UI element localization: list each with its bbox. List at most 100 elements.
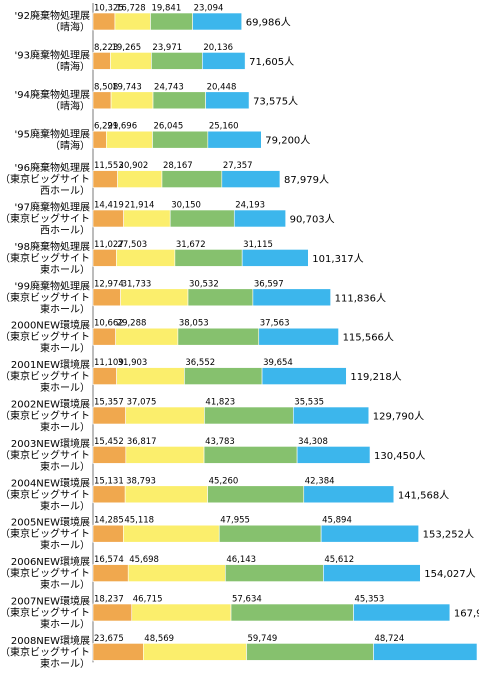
bar-segment xyxy=(184,367,263,385)
bar-segment xyxy=(152,130,209,149)
segment-value-label: 19,743 xyxy=(112,82,142,92)
category-label: （東京ビッグサイト xyxy=(0,567,90,580)
segment-value-label: 20,448 xyxy=(207,82,237,92)
bar-segment xyxy=(127,564,226,582)
bar-segment xyxy=(92,485,126,504)
category-label: 東ホール） xyxy=(40,578,90,591)
bar-segment xyxy=(221,170,281,188)
bar-segment xyxy=(353,603,451,622)
category-label: 2005NEW環境展 xyxy=(11,516,90,529)
category-label: 東ホール） xyxy=(40,499,90,512)
bar-segment xyxy=(92,643,144,661)
segment-value-label: 27,503 xyxy=(117,240,147,250)
category-label: （東京ビッグサイト xyxy=(0,370,90,383)
segment-value-label: 10,325 xyxy=(94,4,124,14)
segment-value-label: 45,353 xyxy=(354,595,384,605)
category-label: 2008NEW環境展 xyxy=(11,634,90,647)
category-label: （東京ビッグサイト xyxy=(0,488,90,501)
category-label: （東京ビッグサイト xyxy=(0,527,90,540)
segment-value-label: 38,053 xyxy=(179,319,209,329)
segment-value-label: 59,749 xyxy=(248,634,278,644)
total-label: 119,218人 xyxy=(350,371,401,383)
category-label: '98廃棄物処理展 xyxy=(15,240,90,253)
segment-value-label: 11,553 xyxy=(94,161,124,171)
segment-value-label: 23,971 xyxy=(152,43,182,53)
bar-segment xyxy=(125,446,205,464)
total-label: 101,317人 xyxy=(312,253,363,265)
segment-value-label: 21,696 xyxy=(107,122,137,132)
segment-value-label: 19,265 xyxy=(111,43,141,53)
bar-segment xyxy=(92,249,117,267)
bar-segment xyxy=(115,327,179,346)
segment-value-label: 23,675 xyxy=(94,634,124,644)
category-label: 2004NEW環境展 xyxy=(11,476,90,489)
segment-value-label: 11,027 xyxy=(94,240,124,250)
bar-segment xyxy=(92,564,129,582)
bar-segment xyxy=(92,288,121,307)
bar-segment xyxy=(110,52,152,70)
category-label: 東ホール） xyxy=(40,617,90,630)
bar-segment xyxy=(296,446,371,464)
segment-value-label: 12,974 xyxy=(94,279,124,289)
bar-segment xyxy=(92,209,124,228)
category-label: '93廃棄物処理展 xyxy=(15,49,90,62)
category-label: 2002NEW環境展 xyxy=(11,397,90,410)
segment-value-label: 45,894 xyxy=(322,516,352,526)
category-label: '96廃棄物処理展 xyxy=(15,161,90,174)
segment-value-label: 15,452 xyxy=(94,437,124,447)
segment-value-label: 10,662 xyxy=(94,319,124,329)
total-label: 90,703人 xyxy=(290,214,335,226)
segment-value-label: 37,075 xyxy=(127,398,157,408)
segment-value-label: 11,109 xyxy=(94,358,124,368)
total-label: 111,836人 xyxy=(335,292,386,304)
segment-value-label: 46,143 xyxy=(226,555,256,565)
category-label: （東京ビッグサイト xyxy=(0,606,90,619)
segment-value-label: 15,357 xyxy=(94,398,124,408)
bar-segment xyxy=(92,446,127,464)
total-label: 115,566人 xyxy=(343,332,394,344)
bar-segment xyxy=(151,52,203,70)
category-label: （東京ビッグサイト xyxy=(0,330,90,343)
bar-segment xyxy=(303,485,395,504)
total-label: 69,986人 xyxy=(246,17,291,29)
total-label: 130,450人 xyxy=(374,450,425,462)
segment-value-label: 19,841 xyxy=(151,4,181,14)
segment-value-label: 31,115 xyxy=(243,240,273,250)
bar-segment xyxy=(92,12,116,31)
segment-value-label: 8,508 xyxy=(94,82,118,92)
bar-segment xyxy=(177,327,260,346)
bar-segment xyxy=(252,288,331,307)
category-label: （東京ビッグサイト xyxy=(0,645,90,658)
segment-value-label: 39,654 xyxy=(263,358,293,368)
bar-segment xyxy=(92,91,112,110)
category-label: （晴海） xyxy=(50,60,90,73)
bar-segment xyxy=(110,91,154,110)
bar-segment xyxy=(92,327,116,346)
category-label: 東ホール） xyxy=(40,460,90,473)
bar-segment xyxy=(92,406,126,425)
bar-segment xyxy=(92,170,118,188)
segment-value-label: 15,131 xyxy=(94,476,124,486)
segment-value-label: 21,914 xyxy=(125,201,155,211)
total-label: 73,575人 xyxy=(253,95,298,107)
bar-segment xyxy=(120,288,189,307)
segment-value-label: 28,167 xyxy=(163,161,193,171)
bar-segment xyxy=(161,170,223,188)
segment-value-label: 45,118 xyxy=(124,516,154,526)
bar-segment xyxy=(207,485,305,504)
segment-value-label: 31,672 xyxy=(176,240,206,250)
segment-value-label: 43,783 xyxy=(205,437,235,447)
category-label: （東京ビッグサイト xyxy=(0,448,90,461)
category-label: （晴海） xyxy=(50,139,90,152)
segment-value-label: 24,743 xyxy=(154,82,184,92)
bar-segment xyxy=(373,643,478,661)
segment-value-label: 30,532 xyxy=(189,279,219,289)
category-label: 東ホール） xyxy=(40,342,90,355)
bar-segment xyxy=(246,643,374,661)
bar-segment xyxy=(320,524,419,543)
bar-segment xyxy=(169,209,235,228)
segment-value-label: 48,569 xyxy=(144,634,174,644)
segment-value-label: 38,793 xyxy=(126,476,156,486)
category-label: 東ホール） xyxy=(40,420,90,433)
category-label: 西ホール） xyxy=(40,185,90,197)
